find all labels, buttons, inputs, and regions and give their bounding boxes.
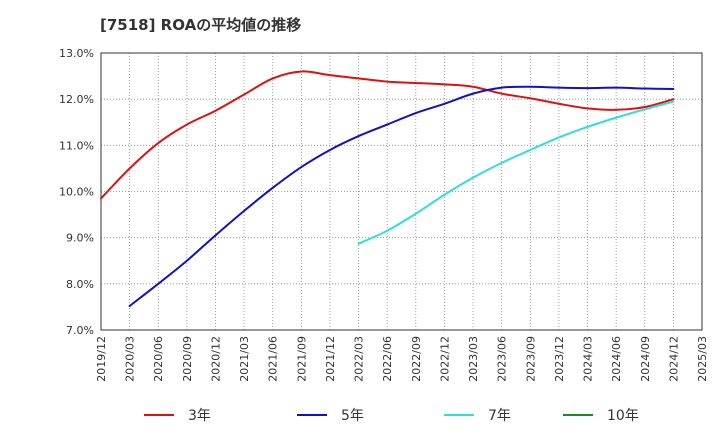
x-tick-label: 2021/06 [267,336,280,382]
x-tick-label: 2022/03 [353,336,366,382]
x-tick-label: 2024/03 [582,336,595,382]
y-tick-label: 7.0% [66,324,94,337]
legend-label-0: 3年 [188,408,211,424]
x-tick-label: 2021/03 [238,336,251,382]
x-tick-label: 2023/12 [553,336,566,382]
x-tick-label: 2023/03 [467,336,480,382]
x-tick-label: 2022/12 [438,336,451,382]
legend-label-2: 7年 [488,408,511,424]
x-tick-label: 2021/09 [295,336,308,382]
x-tick-label: 2020/06 [152,336,165,382]
x-tick-label: 2025/03 [696,336,709,382]
series-line-0 [100,70,675,200]
x-tick-label: 2024/12 [667,336,680,382]
x-tick-label: 2023/06 [496,336,509,382]
plot-area: 7.0% 8.0% 9.0% 10.0% 11.0% 12.0% 13.0% 2019/12 2… [59,47,709,382]
x-tick-label: 2020/03 [124,336,137,382]
y-tick-label: 10.0% [59,186,94,199]
legend-label-3: 10年 [607,408,639,424]
x-tick-label: 2021/12 [324,336,337,382]
y-tick-label: 11.0% [59,139,94,152]
y-tick-label: 8.0% [66,278,94,291]
x-tick-label: 2020/12 [209,336,222,382]
x-tick-label: 2020/09 [181,336,194,382]
x-tick-label: 2019/12 [95,336,108,382]
plot-frame [100,52,703,331]
x-tick-label: 2022/09 [410,336,423,382]
x-tick-label: 2023/09 [524,336,537,382]
y-tick-label: 9.0% [66,232,94,245]
y-tick-label: 12.0% [59,93,94,106]
legend: 3年 5年 7年 10年 [144,408,639,424]
series-line-1 [128,85,675,307]
x-tick-label: 2024/06 [610,336,623,382]
chart-title: [7518] ROAの平均値の推移 [100,16,302,34]
x-tick-label: 2024/09 [639,336,652,382]
x-tick-label: 2022/06 [381,336,394,382]
series-line-2 [357,100,675,245]
legend-label-1: 5年 [341,408,364,424]
y-tick-label: 13.0% [59,47,94,60]
